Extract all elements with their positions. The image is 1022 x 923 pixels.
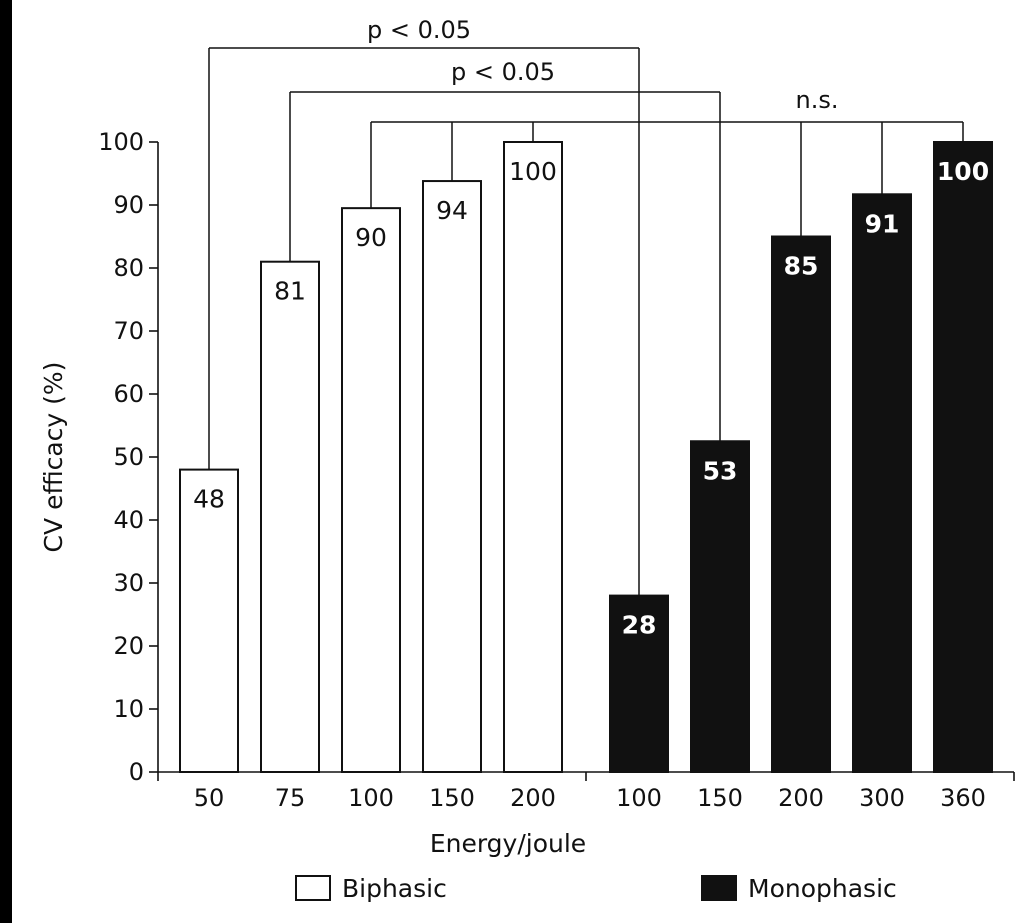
- bar-monophasic-200: [771, 235, 831, 773]
- x-axis-title: Energy/joule: [430, 829, 586, 858]
- bar-biphasic-100: [341, 207, 401, 773]
- significance-label: p < 0.05: [451, 58, 555, 86]
- significance-label: p < 0.05: [367, 16, 471, 44]
- x-tick-label: 150: [697, 784, 743, 812]
- bar-value-label: 81: [274, 277, 306, 306]
- y-tick-label: 80: [113, 254, 144, 282]
- bar-monophasic-100: [609, 594, 669, 773]
- legend-label-monophasic: Monophasic: [748, 874, 897, 903]
- bar-value-label: 100: [509, 157, 557, 186]
- legend-swatch-monophasic: [701, 875, 737, 901]
- y-tick-label: 90: [113, 191, 144, 219]
- x-tick-label: 360: [940, 784, 986, 812]
- bar-biphasic-50: [179, 468, 239, 773]
- y-tick-label: 40: [113, 506, 144, 534]
- bar-biphasic-150: [422, 180, 482, 773]
- legend-swatch-biphasic: [295, 875, 331, 901]
- bar-biphasic-75: [260, 260, 320, 773]
- x-tick-label: 200: [778, 784, 824, 812]
- x-tick-label: 75: [275, 784, 306, 812]
- bar-value-label: 100: [937, 157, 989, 186]
- bar-value-label: 90: [355, 223, 387, 252]
- x-tick-label: 100: [348, 784, 394, 812]
- y-tick-label: 60: [113, 380, 144, 408]
- y-tick-label: 100: [98, 128, 144, 156]
- bar-value-label: 94: [436, 196, 468, 225]
- bar-monophasic-150: [690, 440, 750, 773]
- bar-chart: 0 10 20 30 40 50 60 70 80 90 100 48 50 81 75 90 100 94 150…: [39, 16, 1015, 903]
- y-tick-label: 50: [113, 443, 144, 471]
- y-tick-label: 30: [113, 569, 144, 597]
- bar-value-label: 53: [703, 456, 738, 485]
- chart-panel: 0 10 20 30 40 50 60 70 80 90 100 48 50 81 75 90 100 94 150…: [12, 0, 1022, 923]
- y-tick-label: 10: [113, 695, 144, 723]
- x-tick-label: 50: [194, 784, 225, 812]
- y-tick-label: 70: [113, 317, 144, 345]
- significance-label: n.s.: [796, 86, 839, 114]
- legend-label-biphasic: Biphasic: [342, 874, 447, 903]
- x-tick-label: 150: [429, 784, 475, 812]
- x-tick-label: 200: [510, 784, 556, 812]
- y-tick-label: 0: [129, 758, 144, 786]
- y-tick-label: 20: [113, 632, 144, 660]
- bar-value-label: 91: [865, 209, 900, 238]
- bar-biphasic-200: [503, 141, 563, 773]
- bar-monophasic-300: [852, 193, 912, 774]
- bar-value-label: 85: [784, 252, 819, 281]
- bar-value-label: 48: [193, 485, 225, 514]
- bar-value-label: 28: [622, 611, 657, 640]
- x-tick-label: 300: [859, 784, 905, 812]
- x-tick-label: 100: [616, 784, 662, 812]
- y-axis-title: CV efficacy (%): [39, 362, 68, 553]
- bar-monophasic-360: [933, 141, 993, 773]
